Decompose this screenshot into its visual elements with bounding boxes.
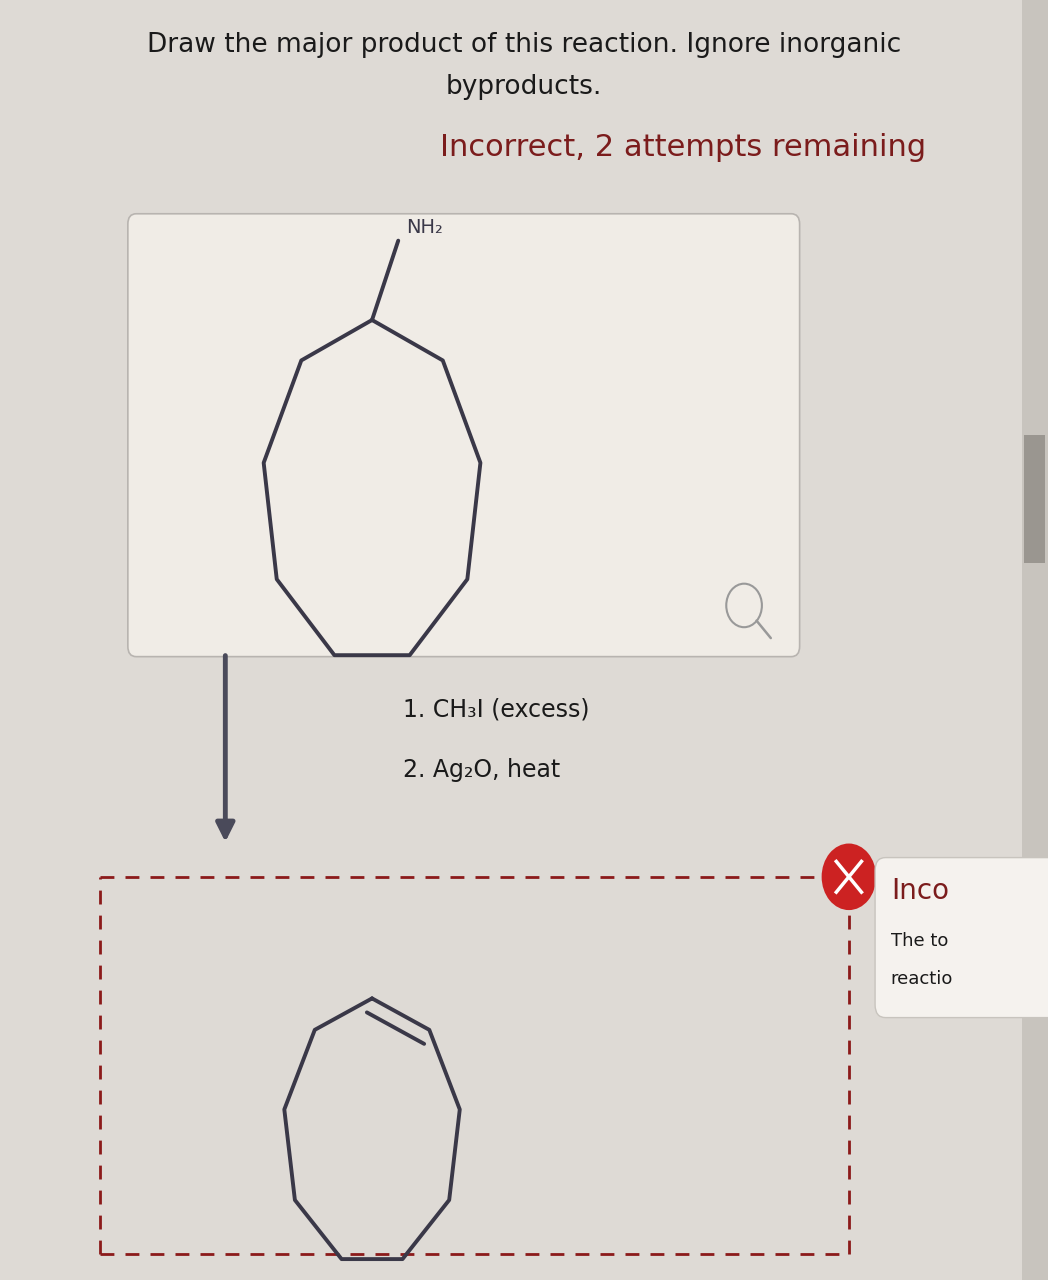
Text: reactio: reactio: [891, 970, 954, 988]
Text: Draw the major product of this reaction. Ignore inorganic: Draw the major product of this reaction.…: [147, 32, 901, 58]
Bar: [1022, 0, 1048, 1280]
Bar: [1024, 435, 1045, 563]
Text: 1. CH₃I (excess): 1. CH₃I (excess): [403, 698, 590, 722]
Circle shape: [822, 844, 876, 910]
Text: Inco: Inco: [891, 877, 948, 905]
Text: Incorrect, 2 attempts remaining: Incorrect, 2 attempts remaining: [440, 133, 926, 163]
FancyBboxPatch shape: [875, 858, 1048, 1018]
Text: NH₂: NH₂: [407, 218, 443, 237]
Text: byproducts.: byproducts.: [445, 74, 603, 100]
Text: 2. Ag₂O, heat: 2. Ag₂O, heat: [403, 758, 561, 782]
FancyBboxPatch shape: [128, 214, 800, 657]
Text: The to: The to: [891, 932, 948, 950]
